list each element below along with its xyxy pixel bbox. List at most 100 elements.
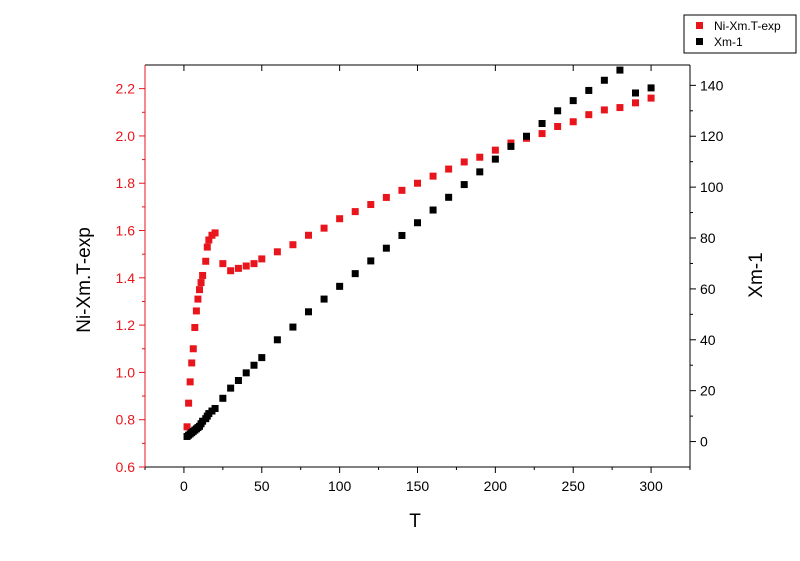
y-left-tick-label: 2.2 <box>116 81 136 97</box>
y-left-tick-label: 0.6 <box>116 459 136 475</box>
ni-xm-t-exp-point <box>600 106 608 114</box>
y-right-tick-label: 20 <box>700 383 716 399</box>
y-right-tick-label: 140 <box>700 77 724 93</box>
plot-frame <box>144 64 691 468</box>
ni-xm-t-exp-point <box>367 201 375 209</box>
ni-xm-t-exp-point <box>460 158 468 166</box>
x-tick-label: 200 <box>484 478 508 494</box>
ni-xm-t-exp-point <box>199 271 207 279</box>
xm-1-point <box>632 89 639 97</box>
xm-1-point <box>219 394 227 402</box>
ni-xm-t-exp-point <box>194 295 202 303</box>
ni-xm-t-exp-point <box>205 236 213 244</box>
ni-xm-t-exp-point <box>242 262 250 270</box>
y-axis-right: 0 20 40 60 80 100 120 140 <box>690 77 724 450</box>
ni-xm-t-exp-point <box>351 208 359 216</box>
ni-xm-t-exp-point <box>476 153 484 161</box>
legend-marker-ni-xm-t-exp <box>696 22 703 29</box>
ni-xm-t-exp-point <box>554 122 562 130</box>
xm-1-point <box>554 107 562 115</box>
x-tick-label: 0 <box>180 478 188 494</box>
xm-1-point <box>305 308 312 316</box>
ni-xm-t-exp-point <box>647 94 655 102</box>
legend: Ni-Xm.T-exp Xm-1 <box>683 14 797 54</box>
ni-xm-t-exp-point <box>202 257 210 265</box>
ni-xm-t-exp-point <box>445 165 453 173</box>
x-tick-label: 50 <box>254 478 270 494</box>
xm-1-point <box>227 384 235 392</box>
ni-xm-t-exp-point <box>616 104 624 112</box>
xm-1-point <box>538 120 546 128</box>
y-left-tick-label: 2.0 <box>116 128 136 144</box>
ni-xm-t-exp-point <box>632 99 639 107</box>
y-right-tick-label: 40 <box>700 332 716 348</box>
ni-xm-t-exp-point <box>189 345 197 353</box>
xm-1-point <box>382 244 390 252</box>
x-tick-label: 300 <box>639 478 663 494</box>
y-axis-left: 0.6 0.8 1.0 1.2 1.4 1.6 1.8 2.0 2.2 <box>116 81 145 475</box>
xm-1-point <box>320 295 328 303</box>
ni-xm-t-exp-point <box>188 359 196 367</box>
ni-xm-t-exp-point <box>186 378 194 386</box>
y-left-tick-label: 1.6 <box>116 223 136 239</box>
xm-1-point <box>445 193 453 201</box>
ni-xm-t-exp-point <box>185 399 193 407</box>
ni-xm-t-exp-point <box>414 179 421 187</box>
xm-1-point <box>585 86 593 94</box>
y-right-tick-label: 80 <box>700 230 716 246</box>
y-right-tick-label: 120 <box>700 128 724 144</box>
ni-xm-t-exp-point <box>398 186 406 194</box>
y-left-tick-label: 0.8 <box>116 412 136 428</box>
ni-xm-t-exp-point <box>192 307 200 315</box>
x-tick-label: 100 <box>328 478 352 494</box>
legend-label-xm-1: Xm-1 <box>714 35 743 49</box>
ni-xm-t-exp-point <box>191 323 199 331</box>
ni-xm-t-exp-point <box>197 279 205 287</box>
x-axis: 0 50 100 150 200 250 300 <box>144 65 691 494</box>
ni-xm-t-exp-point <box>211 229 219 237</box>
xm-1-point <box>336 282 344 290</box>
xm-1-point <box>507 142 515 150</box>
xm-1-point <box>289 323 297 331</box>
y-axis-left-title: Ni-Xm.T-exp <box>74 227 95 333</box>
x-tick-label: 150 <box>406 478 430 494</box>
ni-xm-t-exp-point <box>219 260 227 268</box>
series-xm-1 <box>183 66 655 440</box>
y-right-tick-label: 100 <box>700 179 724 195</box>
xm-1-point <box>429 206 437 214</box>
ni-xm-t-exp-point <box>289 241 297 249</box>
y-left-tick-label: 1.0 <box>116 364 136 380</box>
x-tick-label: 250 <box>562 478 586 494</box>
xm-1-point <box>414 219 421 227</box>
series-ni-xm-t-exp <box>183 94 655 431</box>
xm-1-point <box>647 84 655 92</box>
ni-xm-t-exp-point <box>305 231 312 239</box>
legend-label-ni-xm-t-exp: Ni-Xm.T-exp <box>714 19 781 33</box>
xm-1-point <box>250 361 258 369</box>
xm-1-point <box>351 270 359 278</box>
xm-1-point <box>476 168 484 176</box>
xm-1-point <box>569 97 577 105</box>
ni-xm-t-exp-point <box>227 267 235 275</box>
xm-1-point <box>258 354 266 362</box>
ni-xm-t-exp-point <box>491 146 499 154</box>
xm-1-point <box>211 404 219 412</box>
ni-xm-t-exp-point <box>273 248 281 256</box>
y-right-tick-label: 0 <box>700 434 708 450</box>
ni-xm-t-exp-point <box>183 423 191 431</box>
legend-box <box>683 14 797 54</box>
ni-xm-t-exp-point <box>538 130 546 138</box>
x-axis-title: T <box>409 511 421 532</box>
ni-xm-t-exp-point <box>203 243 211 251</box>
y-left-tick-label: 1.2 <box>116 317 136 333</box>
xm-1-point <box>523 132 530 140</box>
ni-xm-t-exp-point <box>585 111 593 119</box>
xm-1-point <box>367 257 375 265</box>
ni-xm-t-exp-point <box>234 264 242 272</box>
ni-xm-t-exp-point <box>196 286 203 294</box>
ni-xm-t-exp-point <box>569 118 577 126</box>
ni-xm-t-exp-point <box>250 260 258 268</box>
ni-xm-t-exp-point <box>429 172 437 180</box>
ni-xm-t-exp-point <box>320 224 328 232</box>
